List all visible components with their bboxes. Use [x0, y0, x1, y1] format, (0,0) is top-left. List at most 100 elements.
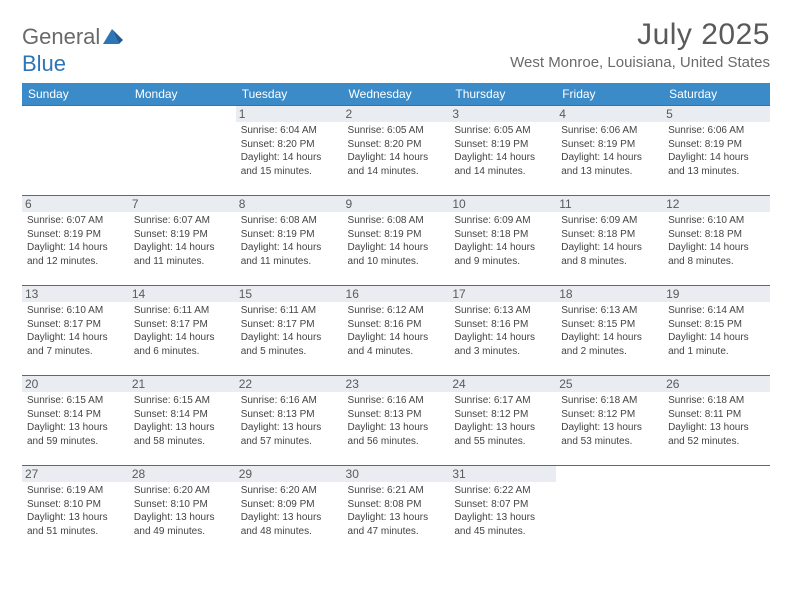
sunset: Sunset: 8:17 PM — [241, 318, 338, 332]
day-number: 21 — [129, 376, 236, 392]
day-number: 25 — [556, 376, 663, 392]
day-number: 13 — [22, 286, 129, 302]
sunrise: Sunrise: 6:11 AM — [134, 304, 231, 318]
daylight: Daylight: 13 hours and 56 minutes. — [348, 421, 445, 448]
day-info: Sunrise: 6:14 AMSunset: 8:15 PMDaylight:… — [668, 304, 765, 358]
calendar-day-blank — [129, 106, 236, 196]
calendar-day: 3 Sunrise: 6:05 AMSunset: 8:19 PMDaylight… — [449, 106, 556, 196]
daylight: Daylight: 13 hours and 59 minutes. — [27, 421, 124, 448]
sunrise: Sunrise: 6:14 AM — [668, 304, 765, 318]
daylight: Daylight: 14 hours and 6 minutes. — [134, 331, 231, 358]
sunset: Sunset: 8:19 PM — [454, 138, 551, 152]
day-info: Sunrise: 6:20 AMSunset: 8:09 PMDaylight:… — [241, 484, 338, 538]
sunset: Sunset: 8:15 PM — [668, 318, 765, 332]
daylight: Daylight: 13 hours and 52 minutes. — [668, 421, 765, 448]
calendar-day: 28Sunrise: 6:20 AMSunset: 8:10 PMDayligh… — [129, 466, 236, 556]
daylight: Daylight: 13 hours and 49 minutes. — [134, 511, 231, 538]
sunrise: Sunrise: 6:15 AM — [27, 394, 124, 408]
sunset: Sunset: 8:17 PM — [134, 318, 231, 332]
sunrise: Sunrise: 6:20 AM — [241, 484, 338, 498]
calendar-day-blank — [663, 466, 770, 556]
location: West Monroe, Louisiana, United States — [510, 54, 770, 71]
daylight: Daylight: 14 hours and 14 minutes. — [348, 151, 445, 178]
calendar-body: 1Sunrise: 6:04 AMSunset: 8:20 PMDaylight… — [22, 106, 770, 556]
sunset: Sunset: 8:20 PM — [241, 138, 338, 152]
sunrise: Sunrise: 6:05 AM — [454, 124, 551, 138]
sunset: Sunset: 8:09 PM — [241, 498, 338, 512]
day-number: 16 — [343, 286, 450, 302]
day-number: 3 — [449, 106, 556, 122]
day-info: Sunrise: 6:07 AMSunset: 8:19 PMDaylight:… — [134, 214, 231, 268]
daylight: Daylight: 13 hours and 58 minutes. — [134, 421, 231, 448]
daylight: Daylight: 14 hours and 10 minutes. — [348, 241, 445, 268]
sunrise: Sunrise: 6:09 AM — [561, 214, 658, 228]
day-number: 18 — [556, 286, 663, 302]
sunrise: Sunrise: 6:18 AM — [561, 394, 658, 408]
day-number: 6 — [22, 196, 129, 212]
sunset: Sunset: 8:13 PM — [348, 408, 445, 422]
day-number: 30 — [343, 466, 450, 482]
day-number: 4 — [556, 106, 663, 122]
sunset: Sunset: 8:19 PM — [561, 138, 658, 152]
day-info: Sunrise: 6:05 AMSunset: 8:19 PMDaylight:… — [454, 124, 551, 178]
day-number: 11 — [556, 196, 663, 212]
day-number: 15 — [236, 286, 343, 302]
sunrise: Sunrise: 6:07 AM — [134, 214, 231, 228]
sunset: Sunset: 8:08 PM — [348, 498, 445, 512]
sunrise: Sunrise: 6:08 AM — [241, 214, 338, 228]
sunset: Sunset: 8:17 PM — [27, 318, 124, 332]
calendar-day: 8Sunrise: 6:08 AMSunset: 8:19 PMDaylight… — [236, 196, 343, 286]
day-number: 24 — [449, 376, 556, 392]
day-header: Sunday — [22, 83, 129, 106]
day-info: Sunrise: 6:09 AMSunset: 8:18 PMDaylight:… — [454, 214, 551, 268]
calendar-day: 13 Sunrise: 6:10 AMSunset: 8:17 PMDayligh… — [22, 286, 129, 376]
sunset: Sunset: 8:19 PM — [27, 228, 124, 242]
day-info: Sunrise: 6:11 AMSunset: 8:17 PMDaylight:… — [134, 304, 231, 358]
day-info: Sunrise: 6:15 AMSunset: 8:14 PMDaylight:… — [27, 394, 124, 448]
day-info: Sunrise: 6:16 AMSunset: 8:13 PMDaylight:… — [241, 394, 338, 448]
sunset: Sunset: 8:19 PM — [134, 228, 231, 242]
day-number: 26 — [663, 376, 770, 392]
calendar-week: 13 Sunrise: 6:10 AMSunset: 8:17 PMDayligh… — [22, 286, 770, 376]
sunrise: Sunrise: 6:19 AM — [27, 484, 124, 498]
daylight: Daylight: 13 hours and 55 minutes. — [454, 421, 551, 448]
calendar-day: 27Sunrise: 6:19 AMSunset: 8:10 PMDayligh… — [22, 466, 129, 556]
day-number: 10 — [449, 196, 556, 212]
calendar-day: 19Sunrise: 6:14 AMSunset: 8:15 PMDayligh… — [663, 286, 770, 376]
calendar-week: 20Sunrise: 6:15 AMSunset: 8:14 PMDayligh… — [22, 376, 770, 466]
day-number: 7 — [129, 196, 236, 212]
daylight: Daylight: 13 hours and 57 minutes. — [241, 421, 338, 448]
calendar-day: 6Sunrise: 6:07 AMSunset: 8:19 PMDaylight… — [22, 196, 129, 286]
day-info: Sunrise: 6:11 AMSunset: 8:17 PMDaylight:… — [241, 304, 338, 358]
sunset: Sunset: 8:12 PM — [561, 408, 658, 422]
sunrise: Sunrise: 6:09 AM — [454, 214, 551, 228]
calendar-day: 7 Sunrise: 6:07 AMSunset: 8:19 PMDaylight… — [129, 196, 236, 286]
daylight: Daylight: 14 hours and 8 minutes. — [561, 241, 658, 268]
day-info: Sunrise: 6:10 AMSunset: 8:17 PMDaylight:… — [27, 304, 124, 358]
day-info: Sunrise: 6:09 AMSunset: 8:18 PMDaylight:… — [561, 214, 658, 268]
sunrise: Sunrise: 6:06 AM — [668, 124, 765, 138]
day-number: 2 — [343, 106, 450, 122]
daylight: Daylight: 14 hours and 3 minutes. — [454, 331, 551, 358]
day-number: 8 — [236, 196, 343, 212]
day-header: Friday — [556, 83, 663, 106]
daylight: Daylight: 13 hours and 45 minutes. — [454, 511, 551, 538]
sunrise: Sunrise: 6:17 AM — [454, 394, 551, 408]
day-number: 31 — [449, 466, 556, 482]
sunrise: Sunrise: 6:13 AM — [454, 304, 551, 318]
calendar-day: 17Sunrise: 6:13 AMSunset: 8:16 PMDayligh… — [449, 286, 556, 376]
day-info: Sunrise: 6:12 AMSunset: 8:16 PMDaylight:… — [348, 304, 445, 358]
sunset: Sunset: 8:10 PM — [134, 498, 231, 512]
sunrise: Sunrise: 6:15 AM — [134, 394, 231, 408]
day-number: 12 — [663, 196, 770, 212]
day-header: Monday — [129, 83, 236, 106]
daylight: Daylight: 14 hours and 13 minutes. — [668, 151, 765, 178]
daylight: Daylight: 13 hours and 48 minutes. — [241, 511, 338, 538]
daylight: Daylight: 14 hours and 1 minute. — [668, 331, 765, 358]
calendar-day: 21Sunrise: 6:15 AMSunset: 8:14 PMDayligh… — [129, 376, 236, 466]
sunrise: Sunrise: 6:08 AM — [348, 214, 445, 228]
calendar-day: 15 Sunrise: 6:11 AMSunset: 8:17 PMDayligh… — [236, 286, 343, 376]
daylight: Daylight: 13 hours and 51 minutes. — [27, 511, 124, 538]
daylight: Daylight: 14 hours and 4 minutes. — [348, 331, 445, 358]
day-info: Sunrise: 6:05 AMSunset: 8:20 PMDaylight:… — [348, 124, 445, 178]
